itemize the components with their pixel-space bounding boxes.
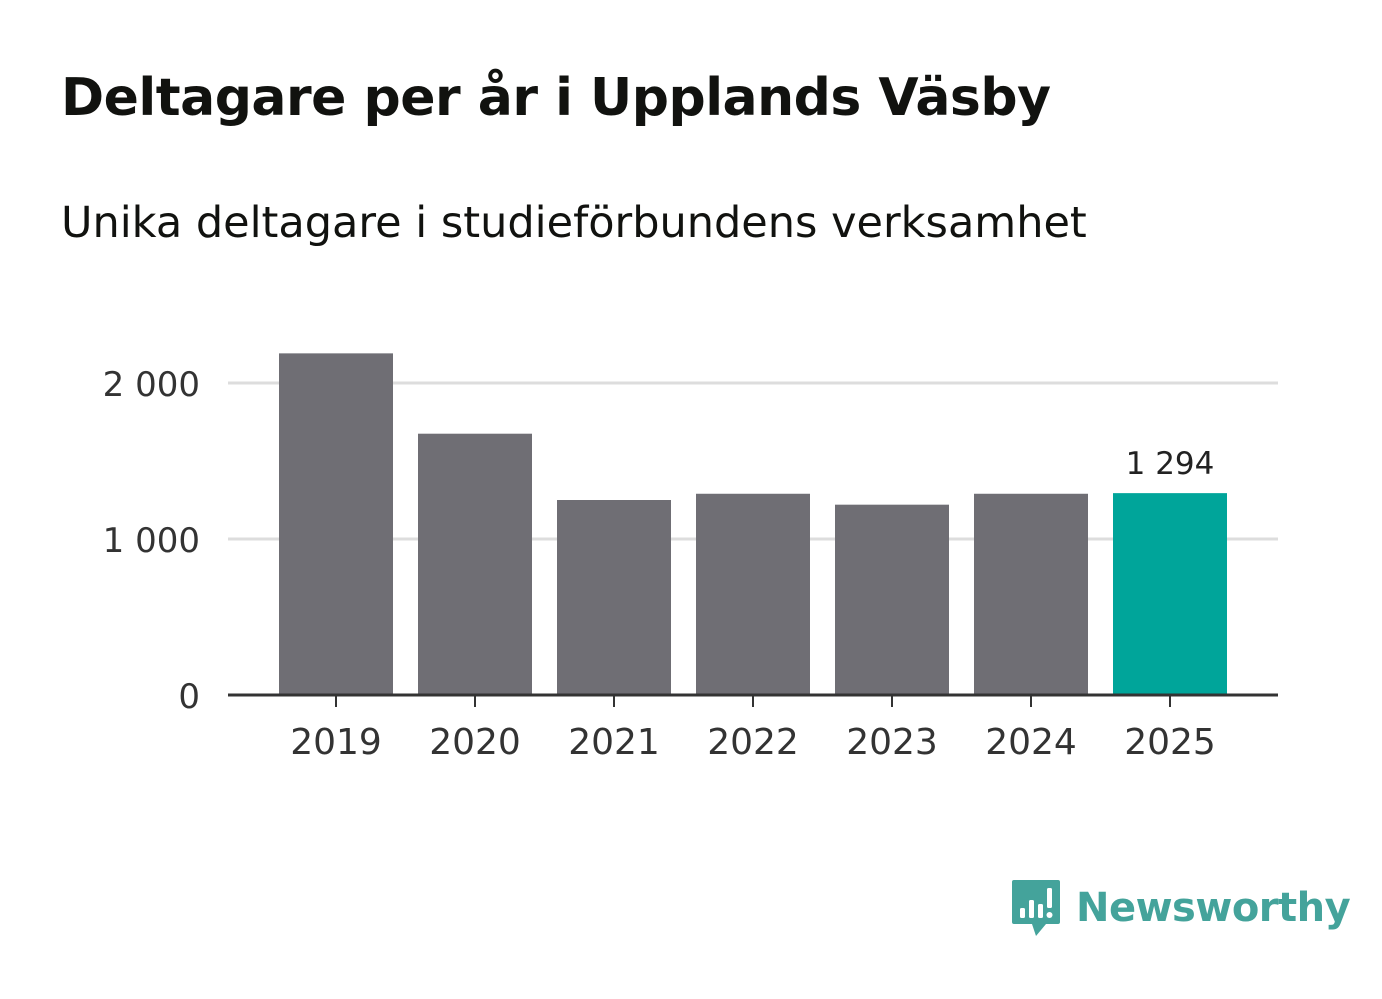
x-tick-label: 2023: [846, 722, 938, 763]
y-tick-label: 2 000: [103, 365, 200, 405]
brand-name: Newsworthy: [1076, 885, 1351, 931]
axes: [228, 693, 1278, 707]
data-label-highlight: 1 294: [1126, 446, 1215, 482]
labels: 0 1 000 2 000 2019 2020 2021 2022 2023 2024 2025 1…: [103, 365, 1216, 763]
bar-2024: [974, 493, 1088, 695]
chart-subtitle: Unika deltagare i studieförbundens verks…: [61, 198, 1087, 248]
chart-title: Deltagare per år i Upplands Väsby: [61, 68, 1051, 128]
x-tick-label: 2024: [985, 722, 1077, 763]
bar-2020: [418, 433, 532, 695]
bar-2023: [835, 504, 949, 695]
bar-2019: [279, 353, 393, 695]
bars: [279, 353, 1227, 695]
x-tick-label: 2025: [1124, 722, 1216, 763]
x-tick-label: 2022: [707, 722, 799, 763]
y-tick-label: 0: [178, 677, 200, 717]
y-tick-label: 1 000: [103, 521, 200, 561]
bar-2022: [696, 493, 810, 695]
x-tick-label: 2019: [290, 722, 382, 763]
bar-2025: [1113, 493, 1227, 695]
x-tick-label: 2021: [568, 722, 660, 763]
x-tick-label: 2020: [429, 722, 521, 763]
newsworthy-logo: Newsworthy: [1010, 878, 1351, 938]
newsworthy-logo-icon: [1012, 880, 1060, 936]
bar-2021: [557, 500, 671, 695]
